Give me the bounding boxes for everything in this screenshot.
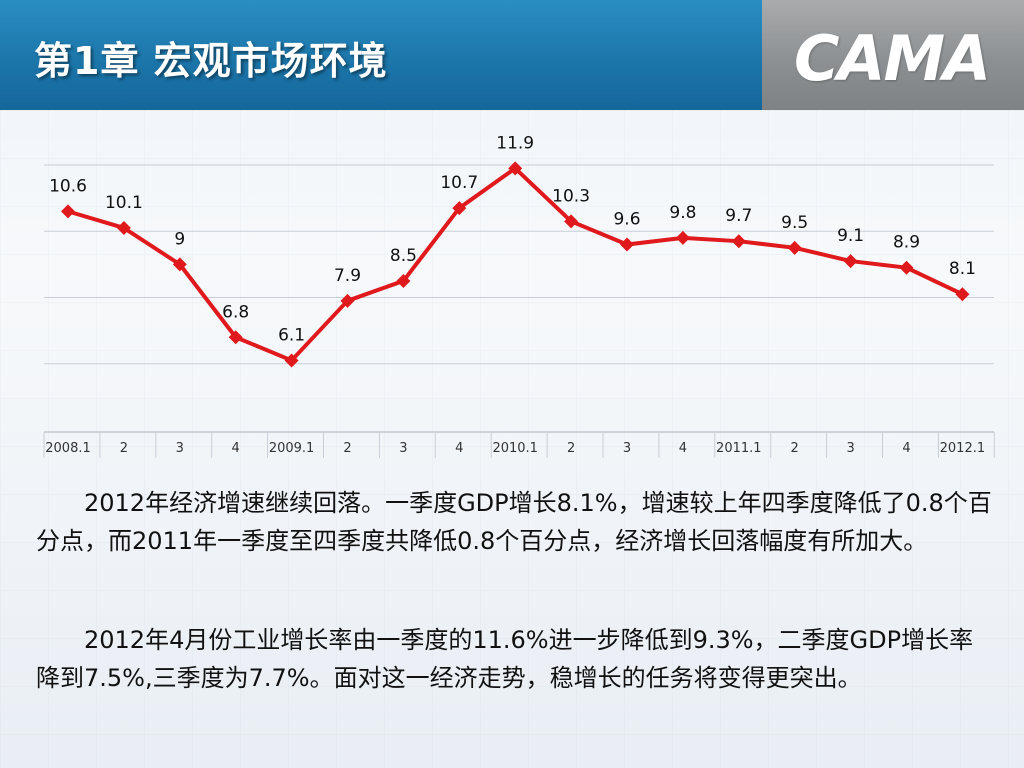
data-point <box>340 293 355 308</box>
x-tick-label: 4 <box>902 441 910 456</box>
x-tick-label: 3 <box>399 441 407 456</box>
data-point <box>116 220 131 235</box>
series-line <box>67 166 964 363</box>
data-point <box>396 273 411 288</box>
x-tick-label: 2009.1 <box>269 441 315 456</box>
data-label: 9.5 <box>781 213 808 233</box>
page-title: 第1章 宏观市场环境 <box>34 39 388 83</box>
paragraph-1: 2012年经济增速继续回落。一季度GDP增长8.1%，增速较上年四季度降低了0.… <box>36 489 992 555</box>
x-tick-label: 2010.1 <box>492 441 538 456</box>
x-tick-label: 2 <box>791 441 799 456</box>
data-point <box>508 161 523 176</box>
data-label: 9.6 <box>613 210 640 230</box>
data-point <box>61 204 75 219</box>
data-label: 9.1 <box>837 226 864 246</box>
data-label: 9.7 <box>725 206 752 226</box>
data-point <box>452 201 467 216</box>
x-tick-label: 2 <box>120 441 128 456</box>
header-bar: 第1章 宏观市场环境 <box>0 0 762 110</box>
data-point <box>228 330 243 345</box>
gdp-line-chart: 2008.1 2 3 4 2009.1 2 3 4 2010.1 2 3 4 2011.1 2 3 4 2012… <box>0 110 1024 470</box>
data-point <box>284 353 299 368</box>
background-grid <box>0 110 1024 768</box>
data-point <box>620 237 634 252</box>
x-tick-label: 4 <box>232 441 240 456</box>
data-label: 10.1 <box>105 193 143 213</box>
x-tick-label: 4 <box>455 441 463 456</box>
data-point <box>843 254 858 269</box>
data-label: 9 <box>174 229 185 249</box>
data-point <box>675 230 690 245</box>
data-label: 6.8 <box>222 302 249 322</box>
data-point <box>731 234 746 249</box>
data-label: 9.8 <box>669 203 696 223</box>
paragraph-2: 2012年4月份工业增长率由一季度的11.6%进一步降低到9.3%，二季度GDP… <box>36 626 974 692</box>
data-point <box>955 287 970 302</box>
data-label: 11.9 <box>496 133 534 153</box>
data-label: 8.5 <box>390 246 417 266</box>
data-label: 7.9 <box>334 266 361 286</box>
x-tick-label: 2012.1 <box>940 441 986 456</box>
x-tick-label: 2 <box>343 441 351 456</box>
data-label: 8.9 <box>893 233 920 253</box>
logo-panel <box>762 0 1024 110</box>
chart-svg: 2008.1 2 3 4 2009.1 2 3 4 2010.1 2 3 4 2011.1 2 3 4 2012… <box>43 133 995 458</box>
data-point <box>787 240 802 255</box>
data-label: 10.3 <box>552 186 590 206</box>
data-label: 6.1 <box>278 325 305 345</box>
data-point <box>172 257 187 272</box>
data-label: 10.7 <box>440 173 478 193</box>
x-tick-label: 3 <box>623 441 631 456</box>
data-point <box>564 214 579 229</box>
x-tick-label: 3 <box>846 441 854 456</box>
x-tick-label: 2 <box>567 441 575 456</box>
data-label: 10.6 <box>49 176 87 196</box>
cama-logo: CAMA <box>794 22 991 95</box>
x-tick-label: 4 <box>679 441 687 456</box>
x-tick-label: 2011.1 <box>716 441 762 456</box>
data-point <box>899 260 914 275</box>
data-label: 8.1 <box>949 259 976 279</box>
x-tick-label: 3 <box>176 441 184 456</box>
x-tick-label: 2008.1 <box>45 441 91 456</box>
